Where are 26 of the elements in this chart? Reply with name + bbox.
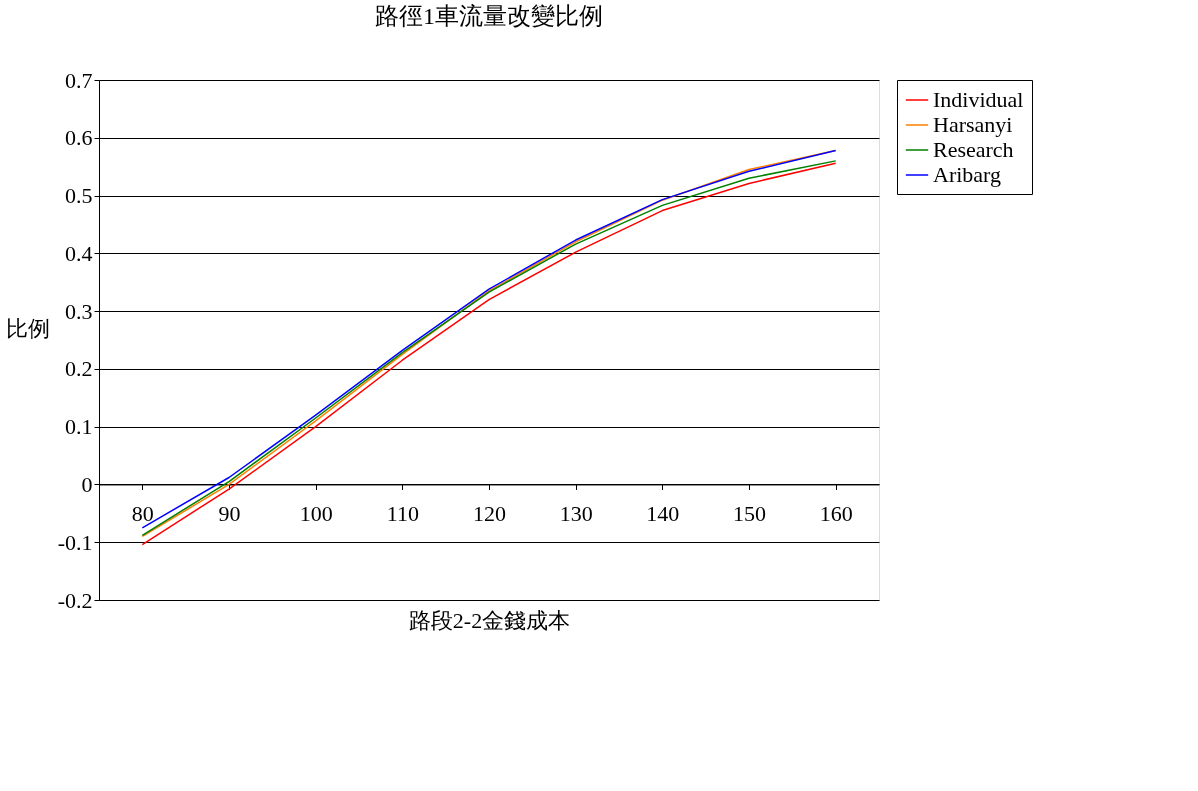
y-tick-label: 0.4	[65, 240, 93, 266]
x-tick-label: 150	[733, 500, 766, 526]
y-tick-label: 0.7	[65, 67, 93, 93]
y-tick-label: 0	[81, 471, 93, 497]
legend-label: Harsanyi	[933, 112, 1013, 137]
y-axis-title: 比例	[5, 315, 50, 341]
x-tick-label: 90	[218, 500, 241, 526]
legend-label: Aribarg	[933, 162, 1002, 187]
y-tick-label: 0.5	[65, 183, 93, 209]
x-tick-label: 110	[386, 500, 419, 526]
y-tick-label: 0.1	[65, 414, 93, 440]
x-axis-title: 路段2-2金錢成本	[408, 607, 571, 633]
y-tick-label: -0.1	[57, 529, 93, 555]
x-tick-label: 120	[473, 500, 506, 526]
y-tick-label: 0.2	[65, 356, 93, 382]
y-tick-label: -0.2	[57, 587, 93, 613]
x-tick-label: 140	[646, 500, 680, 526]
x-tick-label: 80	[131, 500, 154, 526]
chart-title: 路徑1車流量改變比例	[375, 3, 603, 29]
x-tick-label: 130	[559, 500, 593, 526]
x-tick-label: 100	[299, 500, 333, 526]
legend-label: Individual	[933, 87, 1024, 112]
y-tick-label: 0.3	[65, 298, 93, 324]
legend-label: Research	[933, 137, 1014, 162]
y-tick-label: 0.6	[65, 125, 93, 151]
x-tick-label: 160	[819, 500, 853, 526]
